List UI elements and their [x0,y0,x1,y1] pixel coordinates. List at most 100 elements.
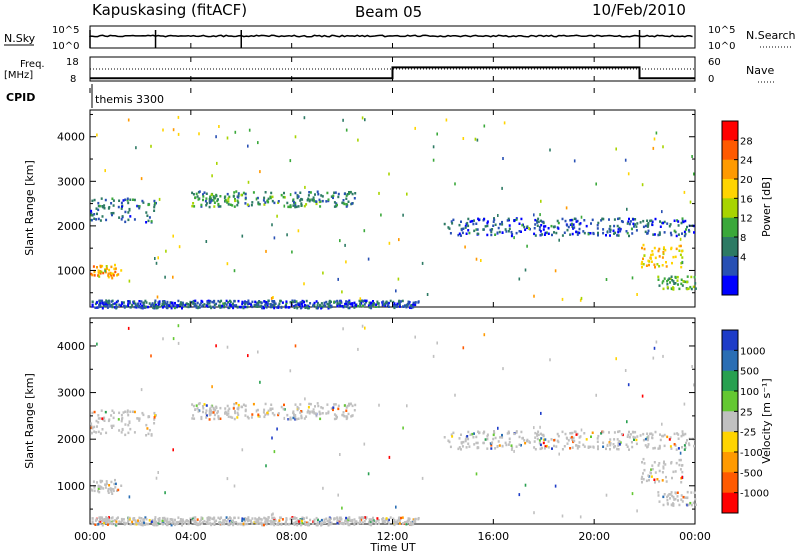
power-cell [123,306,126,309]
velocity-cell [685,441,687,445]
velocity-cell [120,431,123,434]
power-cell [120,304,123,307]
velocity-cell [566,442,569,445]
power-cell [668,277,671,280]
power-cell [292,199,295,203]
velocity-cell [224,412,226,415]
power-cell [299,199,302,202]
velocity-cell [274,519,277,522]
velocity-cell [257,520,260,523]
power-cell [672,255,675,259]
power-cell [132,301,135,305]
power-cell [273,306,276,310]
power-cell [497,226,500,230]
velocity-cell [351,404,354,408]
power-cell [177,304,180,308]
power-cell [393,302,396,305]
velocity-cell [237,413,240,416]
power-cell [262,306,265,310]
power-cell [146,214,149,217]
velocity-cell [618,440,621,443]
velocity-cell [401,516,404,519]
velocity-cell [534,431,537,435]
power-cell [231,204,234,207]
velocity-cell [198,402,201,405]
velocity-cell [340,518,343,521]
freq-tick-top: 18 [66,57,79,68]
velocity-cell [471,432,474,436]
power-cell [235,304,238,307]
power-cell [515,231,518,235]
power-cell [631,232,634,235]
velocity-cell [91,522,94,525]
velocity-cell [681,430,684,433]
power-cell [330,195,333,198]
power-cell [643,254,646,257]
power-cell [270,191,273,195]
velocity-cell [212,411,215,414]
velocity-cell [662,495,665,499]
velocity-cell [235,521,238,524]
power-cell [494,233,497,236]
power-cell [93,274,96,277]
power-cell [303,304,306,307]
power-cell [653,233,656,236]
velocity-cell [294,344,297,348]
velocity-cell [642,472,644,475]
power-cell [109,305,112,308]
power-cell [154,299,157,302]
velocity-cell [90,431,93,435]
velocity-cell [122,411,125,414]
velocity-cell [576,432,579,436]
velocity-cell [177,516,180,519]
velocity-cell [501,444,504,448]
velocity-cell [200,517,203,520]
power-cell [90,212,93,215]
power-cell [662,287,665,291]
velocity-cell [484,438,487,441]
velocity-cell [661,422,663,426]
velocity-cell [154,414,156,417]
power-cell [234,130,237,134]
power-cell [154,257,156,260]
velocity-cell [617,444,620,447]
velocity-cell [567,439,570,442]
velocity-cell [353,409,356,412]
power-cell [227,200,230,203]
velocity-cell [539,425,541,429]
power-cell [250,304,253,307]
velocity-cell [407,520,410,523]
power-cell [569,233,572,236]
power-cell [400,300,402,303]
power-cell [371,303,374,307]
velocity-cell [339,521,342,524]
velocity-cell [337,493,339,497]
power-cell [319,200,322,203]
power-cell [160,305,163,308]
power-cell [235,190,238,193]
power-cell [476,228,479,231]
power-cell [659,225,662,228]
velocity-cell [101,479,104,483]
power-cell [93,198,96,202]
power-cell [327,307,330,310]
velocity-cell [628,448,630,451]
power-cell [236,199,239,202]
velocity-cell [270,403,273,406]
velocity-cell [683,444,686,447]
velocity-cell [236,411,239,415]
velocity-cell [172,337,175,341]
power-cell [464,224,467,228]
velocity-cell [140,388,143,392]
power-cell [567,225,570,229]
velocity-cell [650,432,653,435]
power-cell [368,306,371,309]
power-cell [681,256,684,259]
power-cell [280,306,283,309]
power-cell [476,232,479,235]
power-cell [491,228,494,231]
velocity-cell [99,487,102,490]
velocity-cell [292,517,294,520]
power-cell [162,300,165,303]
velocity-cell [651,464,654,467]
